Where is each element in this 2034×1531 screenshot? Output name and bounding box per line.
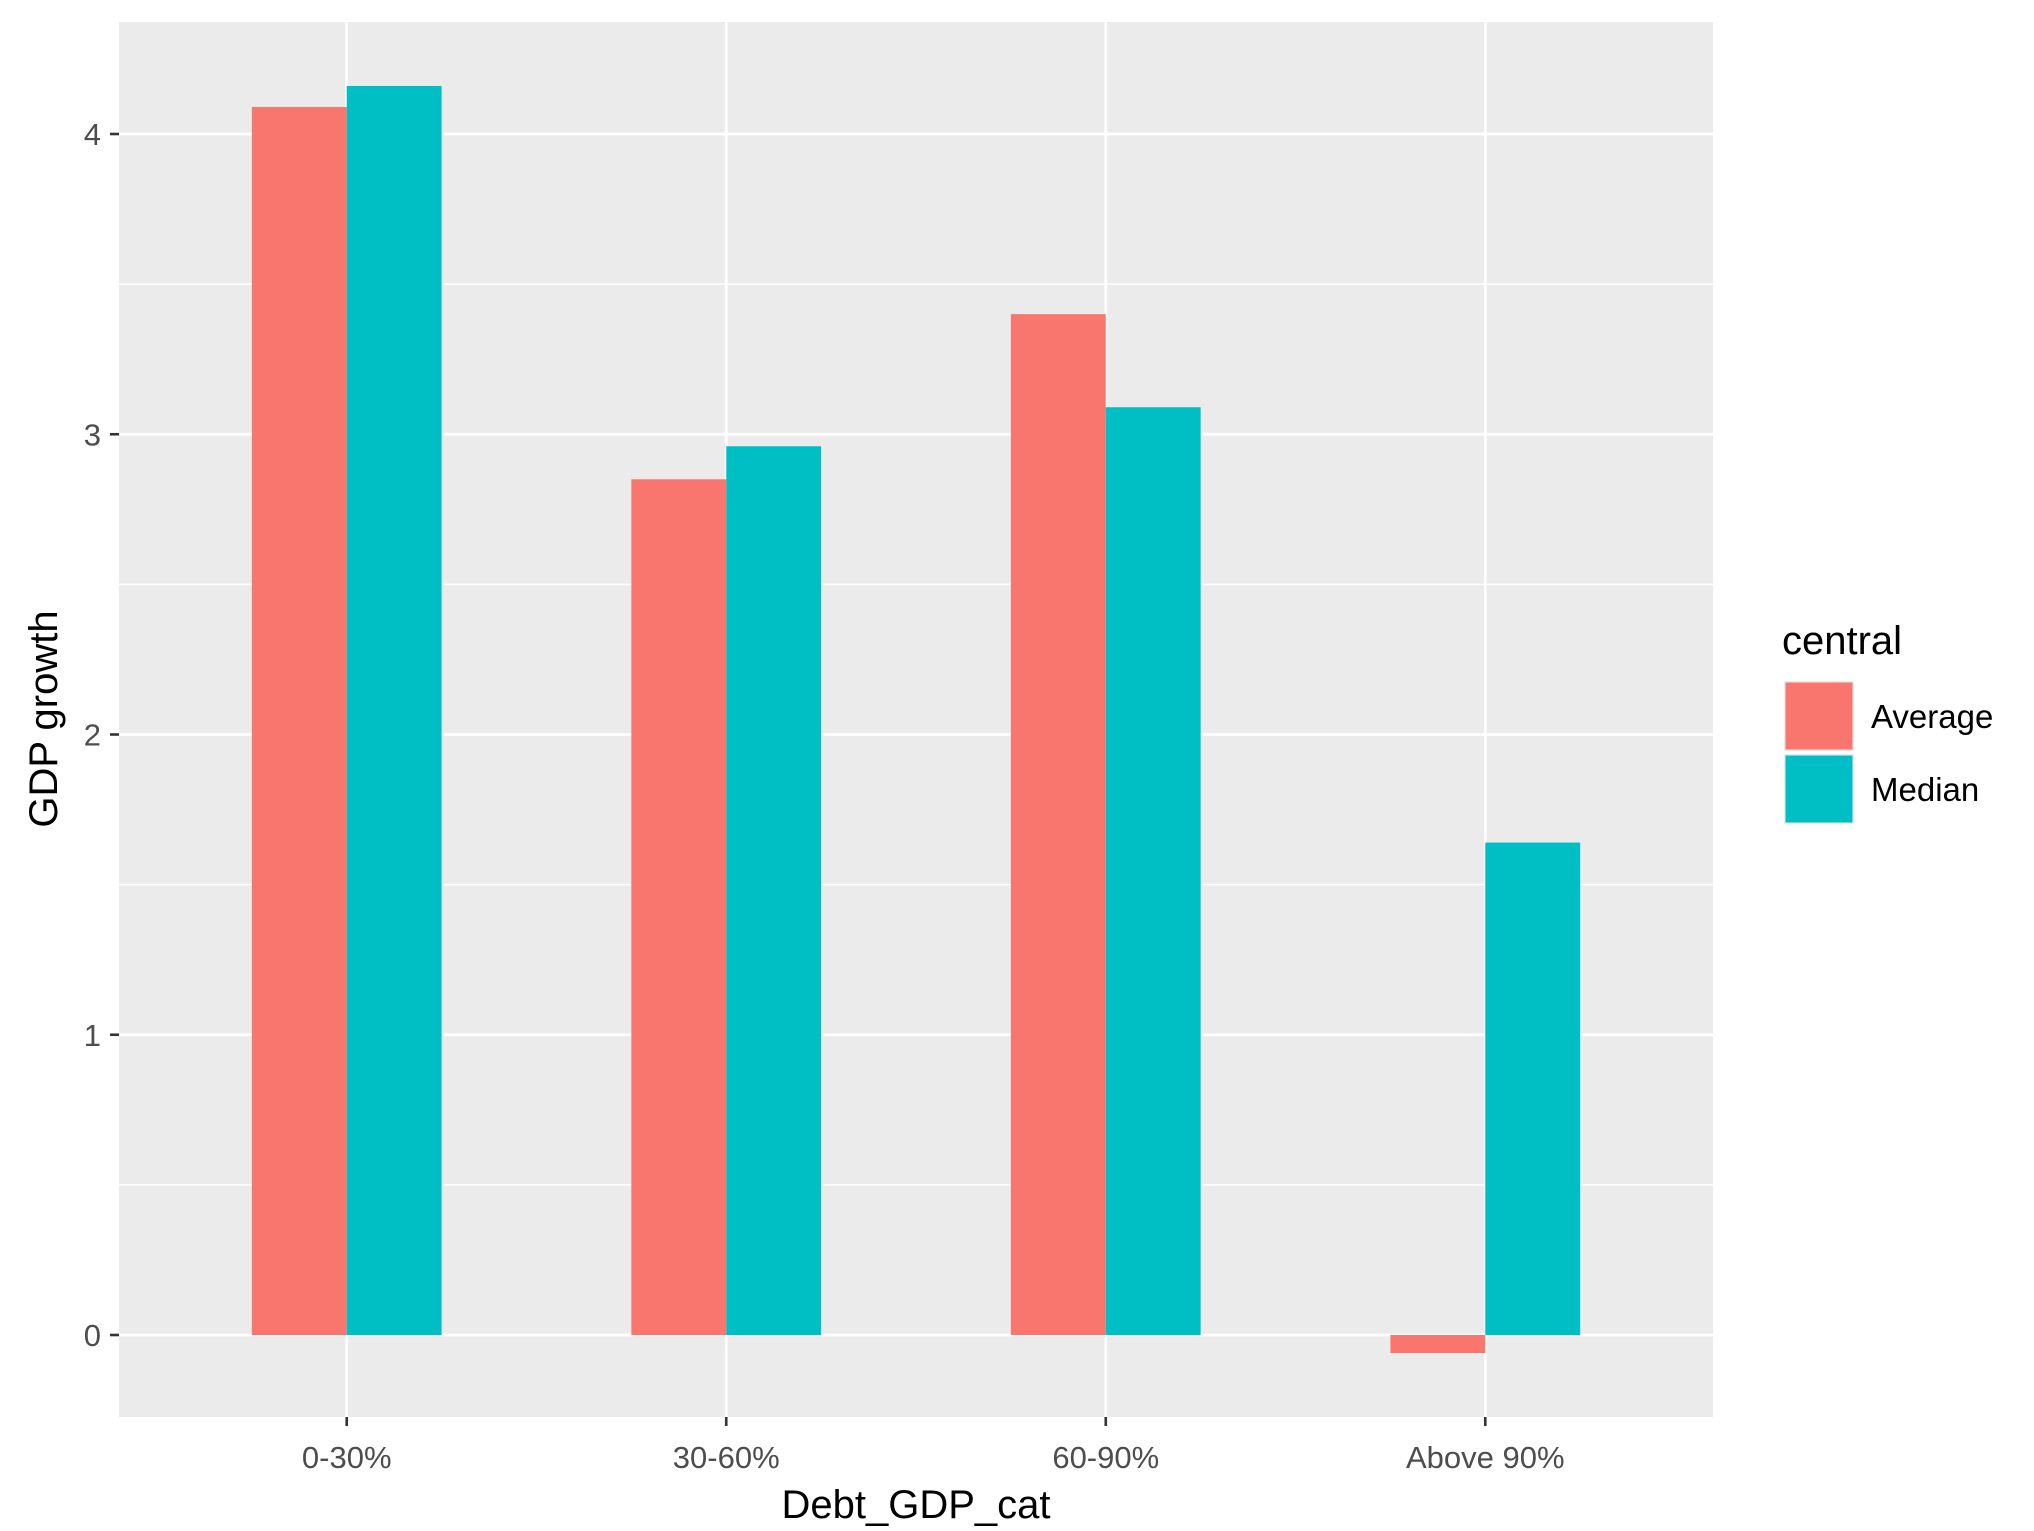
- y-axis-title: GDP growth: [22, 610, 66, 827]
- x-tick-label: Above 90%: [1406, 1440, 1565, 1475]
- y-axis: 0 1 2 3 4: [84, 117, 119, 1353]
- y-tick-label: 4: [84, 117, 101, 152]
- bar-average: [251, 106, 347, 1335]
- bar-average: [1010, 314, 1106, 1335]
- legend-key-average: [1785, 682, 1853, 750]
- legend-key-median: [1785, 755, 1853, 823]
- bars: [251, 85, 1581, 1354]
- x-tick-label: 0-30%: [302, 1440, 392, 1475]
- bar-average: [1390, 1335, 1486, 1354]
- bar-average: [631, 479, 727, 1336]
- bar-median: [726, 446, 822, 1335]
- x-axis: 0-30% 30-60% 60-90% Above 90%: [302, 1417, 1565, 1475]
- legend-label: Median: [1871, 771, 1979, 808]
- x-tick-label: 30-60%: [673, 1440, 780, 1475]
- x-tick-label: 60-90%: [1052, 1440, 1159, 1475]
- bar-median: [1105, 407, 1201, 1335]
- bar-median: [346, 85, 442, 1336]
- y-tick-label: 0: [84, 1318, 101, 1353]
- y-tick-label: 2: [84, 718, 101, 753]
- legend: central Average Median: [1782, 619, 1993, 824]
- bar-median: [1485, 842, 1581, 1335]
- x-axis-title: Debt_GDP_cat: [781, 1483, 1050, 1527]
- legend-label: Average: [1871, 698, 1993, 735]
- y-tick-label: 3: [84, 417, 101, 452]
- legend-title: central: [1782, 619, 1902, 663]
- y-tick-label: 1: [84, 1018, 101, 1053]
